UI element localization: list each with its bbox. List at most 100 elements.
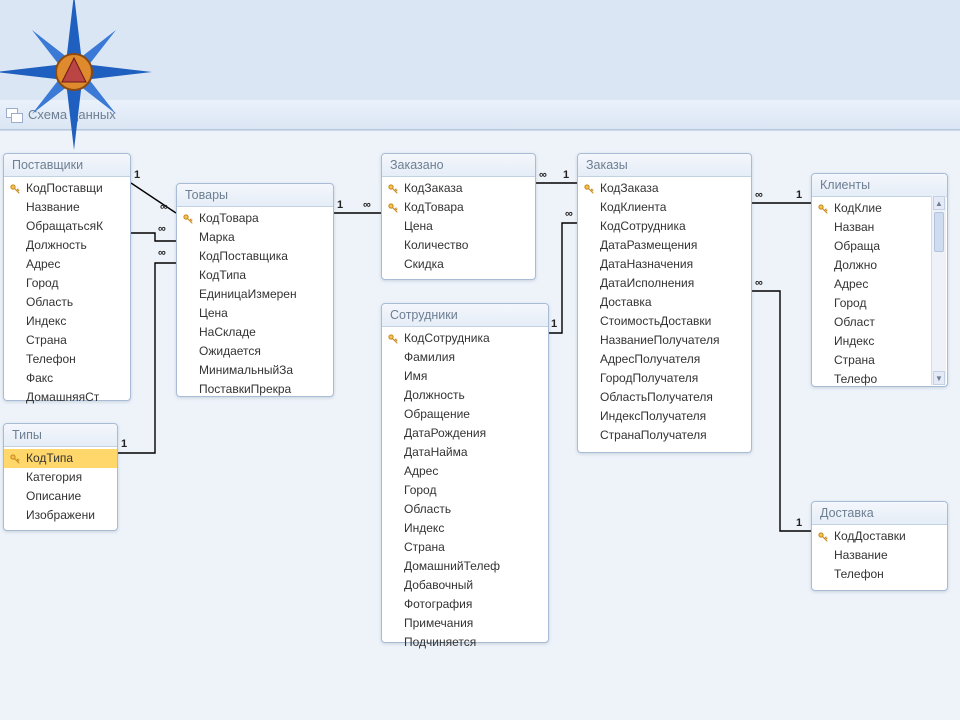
field-row[interactable]: КодКлие xyxy=(812,199,947,218)
field-row[interactable]: Изображени xyxy=(4,506,117,525)
field-name: Ожидается xyxy=(199,343,261,360)
field-row[interactable]: КодКлиента xyxy=(578,198,751,217)
primary-key-icon xyxy=(386,389,400,403)
table-products[interactable]: Товары КодТовараМаркаКодПоставщикаКодТипа… xyxy=(176,183,334,397)
field-row[interactable]: КодЗаказа xyxy=(578,179,751,198)
field-row[interactable]: Обраща xyxy=(812,237,947,256)
field-row[interactable]: ДомашнийТелеф xyxy=(382,557,548,576)
table-orderdetails[interactable]: Заказано КодЗаказаКодТовараЦенаКоличество… xyxy=(381,153,536,280)
field-row[interactable]: Город xyxy=(4,274,130,293)
field-row[interactable]: Ожидается xyxy=(177,342,333,361)
field-row[interactable]: Имя xyxy=(382,367,548,386)
table-types[interactable]: Типы КодТипаКатегорияОписаниеИзображени xyxy=(3,423,118,531)
scrollbar[interactable]: ▲▼ xyxy=(931,196,946,385)
field-row[interactable]: ДатаРождения xyxy=(382,424,548,443)
field-row[interactable]: Област xyxy=(812,313,947,332)
table-customers[interactable]: Клиенты КодКлиеНазванОбращаДолжноАдресГор… xyxy=(811,173,948,387)
field-row[interactable]: КодТипа xyxy=(177,266,333,285)
field-row[interactable]: Подчиняется xyxy=(382,633,548,652)
field-row[interactable]: ДомашняяСт xyxy=(4,388,130,407)
table-suppliers[interactable]: Поставщики КодПоставщиНазваниеОбращатьсяК… xyxy=(3,153,131,401)
table-header[interactable]: Сотрудники xyxy=(382,304,548,327)
field-row[interactable]: КодПоставщика xyxy=(177,247,333,266)
field-row[interactable]: КодТипа xyxy=(4,449,117,468)
field-row[interactable]: МинимальныйЗа xyxy=(177,361,333,380)
table-employees[interactable]: Сотрудники КодСотрудникаФамилияИмяДолжнос… xyxy=(381,303,549,643)
field-row[interactable]: КодСотрудника xyxy=(382,329,548,348)
field-row[interactable]: ОбращатьсяК xyxy=(4,217,130,236)
field-row[interactable]: Название xyxy=(4,198,130,217)
field-row[interactable]: Количество xyxy=(382,236,535,255)
field-row[interactable]: КодПоставщи xyxy=(4,179,130,198)
field-row[interactable]: Назван xyxy=(812,218,947,237)
field-row[interactable]: КодСотрудника xyxy=(578,217,751,236)
table-header[interactable]: Поставщики xyxy=(4,154,130,177)
field-row[interactable]: ДатаРазмещения xyxy=(578,236,751,255)
field-row[interactable]: ОбластьПолучателя xyxy=(578,388,751,407)
field-row[interactable]: Адрес xyxy=(382,462,548,481)
table-header[interactable]: Заказано xyxy=(382,154,535,177)
field-row[interactable]: СтоимостьДоставки xyxy=(578,312,751,331)
field-row[interactable]: Адрес xyxy=(4,255,130,274)
field-row[interactable]: Адрес xyxy=(812,275,947,294)
field-row[interactable]: Должность xyxy=(4,236,130,255)
cardinality-label: ∞ xyxy=(539,169,547,181)
field-row[interactable]: Обращение xyxy=(382,405,548,424)
field-row[interactable]: Доставка xyxy=(578,293,751,312)
field-row[interactable]: Город xyxy=(812,294,947,313)
field-row[interactable]: Добавочный xyxy=(382,576,548,595)
table-header[interactable]: Товары xyxy=(177,184,333,207)
field-row[interactable]: ДатаНазначения xyxy=(578,255,751,274)
field-row[interactable]: Фамилия xyxy=(382,348,548,367)
table-orders[interactable]: ЗаказыКодЗаказаКодКлиентаКодСотрудникаДа… xyxy=(577,153,752,453)
field-row[interactable]: ДатаИсполнения xyxy=(578,274,751,293)
field-row[interactable]: Название xyxy=(812,546,947,565)
field-row[interactable]: Индекс xyxy=(382,519,548,538)
field-row[interactable]: КодДоставки xyxy=(812,527,947,546)
field-row[interactable]: Область xyxy=(4,293,130,312)
field-row[interactable]: ЕдиницаИзмерен xyxy=(177,285,333,304)
field-row[interactable]: ПоставкиПрекра xyxy=(177,380,333,399)
table-shippers[interactable]: Доставка КодДоставкиНазваниеТелефон xyxy=(811,501,948,591)
field-name: КодТовара xyxy=(199,210,259,227)
field-row[interactable]: Должность xyxy=(382,386,548,405)
table-header[interactable]: Клиенты xyxy=(812,174,947,197)
field-row[interactable]: Телефон xyxy=(812,565,947,584)
field-row[interactable]: ГородПолучателя xyxy=(578,369,751,388)
field-row[interactable]: Факс xyxy=(4,369,130,388)
field-row[interactable]: Цена xyxy=(177,304,333,323)
scroll-down-icon[interactable]: ▼ xyxy=(933,371,945,385)
field-row[interactable]: Телефон xyxy=(4,350,130,369)
field-row[interactable]: ИндексПолучателя xyxy=(578,407,751,426)
field-row[interactable]: Страна xyxy=(382,538,548,557)
field-row[interactable]: НаСкладе xyxy=(177,323,333,342)
field-row[interactable]: Марка xyxy=(177,228,333,247)
table-header[interactable]: Доставка xyxy=(812,502,947,525)
field-row[interactable]: Фотография xyxy=(382,595,548,614)
field-row[interactable]: Телефо xyxy=(812,370,947,389)
field-row[interactable]: Скидка xyxy=(382,255,535,274)
relationships-canvas[interactable]: ПоставщикиКодПоставщиНазваниеОбращатьсяК… xyxy=(0,130,960,720)
field-row[interactable]: Индекс xyxy=(4,312,130,331)
field-row[interactable]: Цена xyxy=(382,217,535,236)
field-row[interactable]: КодЗаказа xyxy=(382,179,535,198)
scroll-thumb[interactable] xyxy=(934,212,944,252)
field-row[interactable]: АдресПолучателя xyxy=(578,350,751,369)
field-row[interactable]: Страна xyxy=(812,351,947,370)
field-row[interactable]: Категория xyxy=(4,468,117,487)
field-row[interactable]: Должно xyxy=(812,256,947,275)
field-row[interactable]: КодТовара xyxy=(382,198,535,217)
table-header[interactable]: Типы xyxy=(4,424,117,447)
scroll-up-icon[interactable]: ▲ xyxy=(933,196,945,210)
field-row[interactable]: Примечания xyxy=(382,614,548,633)
table-header[interactable]: Заказы xyxy=(578,154,751,177)
field-row[interactable]: Страна xyxy=(4,331,130,350)
field-row[interactable]: НазваниеПолучателя xyxy=(578,331,751,350)
field-row[interactable]: Индекс xyxy=(812,332,947,351)
field-row[interactable]: СтранаПолучателя xyxy=(578,426,751,445)
field-row[interactable]: ДатаНайма xyxy=(382,443,548,462)
field-row[interactable]: КодТовара xyxy=(177,209,333,228)
field-row[interactable]: Описание xyxy=(4,487,117,506)
field-row[interactable]: Область xyxy=(382,500,548,519)
field-row[interactable]: Город xyxy=(382,481,548,500)
